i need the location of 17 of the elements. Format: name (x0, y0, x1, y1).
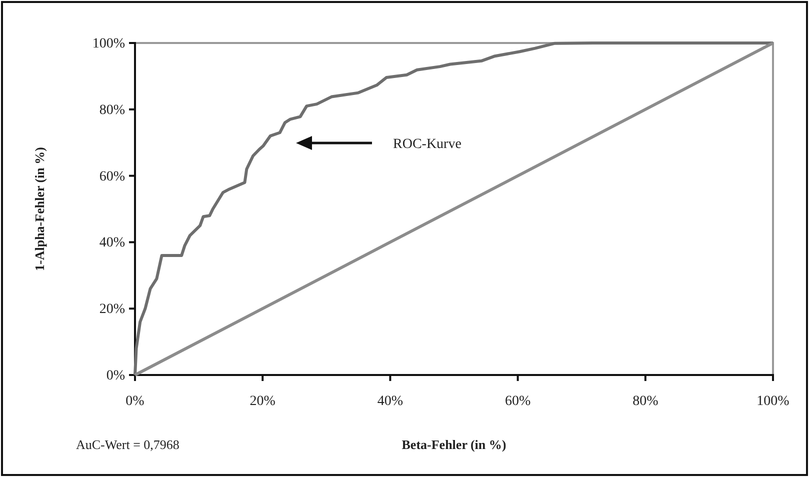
y-tick-label: 20% (99, 302, 126, 318)
y-axis-title: 1-Alpha-Fehler (in %) (32, 147, 47, 271)
x-tick-label: 80% (632, 394, 659, 409)
y-tick-label: 100% (92, 36, 126, 52)
x-tick-label: 60% (504, 394, 531, 409)
annotation: ROC-Kurve (393, 137, 462, 152)
x-tick-label: 40% (377, 394, 404, 409)
x-tick-label: 0% (126, 394, 145, 409)
y-tick-label: 0% (106, 368, 126, 384)
text: AuC-Wert = 0,7968 (76, 437, 180, 452)
line-series (134, 42, 774, 376)
y-tick-label: 40% (99, 236, 126, 251)
x-axis-title: Beta-Fehler (in %) (402, 437, 506, 452)
x-tick-label: 20% (250, 394, 276, 409)
y-tick-label: 60% (99, 169, 126, 184)
x-tick-label: 100% (756, 394, 790, 409)
y-tick-label: 80% (99, 102, 126, 118)
